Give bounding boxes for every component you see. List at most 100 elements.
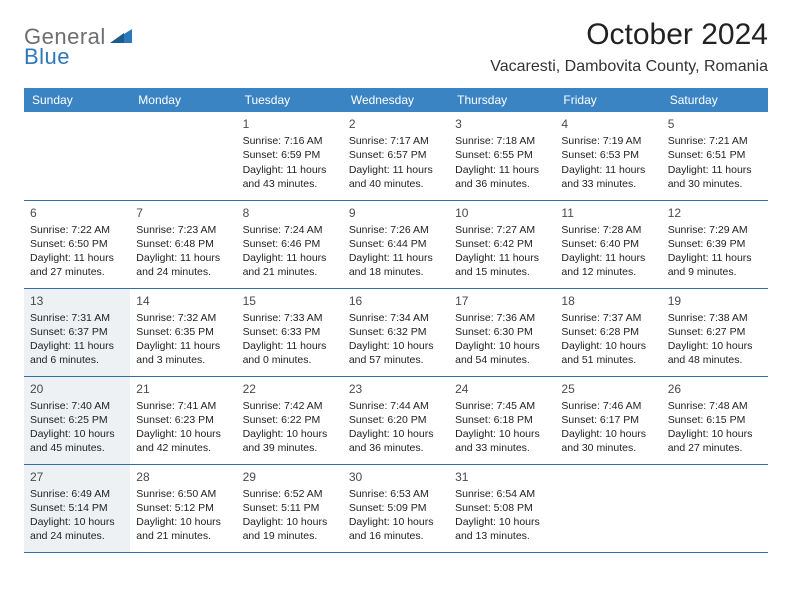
day-cell: 27Sunrise: 6:49 AMSunset: 5:14 PMDayligh… bbox=[24, 464, 130, 552]
day-sunrise: Sunrise: 7:36 AM bbox=[455, 311, 549, 325]
day-cell: 29Sunrise: 6:52 AMSunset: 5:11 PMDayligh… bbox=[237, 464, 343, 552]
day-number: 26 bbox=[668, 381, 762, 397]
day-dl1: Daylight: 10 hours bbox=[455, 339, 549, 353]
day-sunset: Sunset: 6:57 PM bbox=[349, 148, 443, 162]
day-sunrise: Sunrise: 7:21 AM bbox=[668, 134, 762, 148]
day-dl2: and 15 minutes. bbox=[455, 265, 549, 279]
day-sunset: Sunset: 5:09 PM bbox=[349, 501, 443, 515]
location: Vacaresti, Dambovita County, Romania bbox=[490, 58, 768, 76]
day-header: Sunday bbox=[24, 88, 130, 112]
day-dl2: and 9 minutes. bbox=[668, 265, 762, 279]
day-header: Thursday bbox=[449, 88, 555, 112]
day-number: 9 bbox=[349, 205, 443, 221]
day-sunrise: Sunrise: 7:37 AM bbox=[561, 311, 655, 325]
day-number: 24 bbox=[455, 381, 549, 397]
day-sunset: Sunset: 5:11 PM bbox=[243, 501, 337, 515]
day-dl1: Daylight: 10 hours bbox=[349, 339, 443, 353]
day-number: 29 bbox=[243, 469, 337, 485]
day-sunrise: Sunrise: 7:26 AM bbox=[349, 223, 443, 237]
day-number: 4 bbox=[561, 116, 655, 132]
day-dl2: and 33 minutes. bbox=[561, 177, 655, 191]
day-number: 12 bbox=[668, 205, 762, 221]
day-cell: 15Sunrise: 7:33 AMSunset: 6:33 PMDayligh… bbox=[237, 288, 343, 376]
day-sunset: Sunset: 6:46 PM bbox=[243, 237, 337, 251]
day-number: 20 bbox=[30, 381, 124, 397]
day-cell bbox=[24, 112, 130, 200]
day-dl1: Daylight: 11 hours bbox=[561, 251, 655, 265]
day-dl2: and 39 minutes. bbox=[243, 441, 337, 455]
day-header: Friday bbox=[555, 88, 661, 112]
day-sunrise: Sunrise: 7:32 AM bbox=[136, 311, 230, 325]
day-sunset: Sunset: 6:23 PM bbox=[136, 413, 230, 427]
day-sunset: Sunset: 6:53 PM bbox=[561, 148, 655, 162]
day-dl2: and 43 minutes. bbox=[243, 177, 337, 191]
day-dl2: and 3 minutes. bbox=[136, 353, 230, 367]
day-dl1: Daylight: 11 hours bbox=[668, 163, 762, 177]
day-sunset: Sunset: 6:42 PM bbox=[455, 237, 549, 251]
day-dl1: Daylight: 11 hours bbox=[668, 251, 762, 265]
day-cell: 6Sunrise: 7:22 AMSunset: 6:50 PMDaylight… bbox=[24, 200, 130, 288]
day-number: 11 bbox=[561, 205, 655, 221]
day-sunrise: Sunrise: 7:34 AM bbox=[349, 311, 443, 325]
day-sunset: Sunset: 6:51 PM bbox=[668, 148, 762, 162]
day-number: 10 bbox=[455, 205, 549, 221]
day-dl2: and 24 minutes. bbox=[30, 529, 124, 543]
day-cell: 22Sunrise: 7:42 AMSunset: 6:22 PMDayligh… bbox=[237, 376, 343, 464]
day-dl1: Daylight: 10 hours bbox=[30, 427, 124, 441]
day-sunrise: Sunrise: 6:52 AM bbox=[243, 487, 337, 501]
day-dl2: and 51 minutes. bbox=[561, 353, 655, 367]
day-dl2: and 45 minutes. bbox=[30, 441, 124, 455]
calendar-body: 1Sunrise: 7:16 AMSunset: 6:59 PMDaylight… bbox=[24, 112, 768, 552]
day-sunrise: Sunrise: 7:31 AM bbox=[30, 311, 124, 325]
day-sunset: Sunset: 6:30 PM bbox=[455, 325, 549, 339]
day-dl1: Daylight: 11 hours bbox=[349, 163, 443, 177]
day-dl2: and 36 minutes. bbox=[349, 441, 443, 455]
day-cell: 23Sunrise: 7:44 AMSunset: 6:20 PMDayligh… bbox=[343, 376, 449, 464]
day-header-row: Sunday Monday Tuesday Wednesday Thursday… bbox=[24, 88, 768, 112]
day-cell: 18Sunrise: 7:37 AMSunset: 6:28 PMDayligh… bbox=[555, 288, 661, 376]
day-sunrise: Sunrise: 7:33 AM bbox=[243, 311, 337, 325]
day-sunset: Sunset: 6:20 PM bbox=[349, 413, 443, 427]
day-dl1: Daylight: 11 hours bbox=[30, 251, 124, 265]
day-sunset: Sunset: 6:15 PM bbox=[668, 413, 762, 427]
day-dl1: Daylight: 11 hours bbox=[349, 251, 443, 265]
header: General October 2024 Vacaresti, Dambovit… bbox=[24, 18, 768, 76]
day-dl2: and 19 minutes. bbox=[243, 529, 337, 543]
day-dl2: and 57 minutes. bbox=[349, 353, 443, 367]
day-sunrise: Sunrise: 7:42 AM bbox=[243, 399, 337, 413]
week-row: 6Sunrise: 7:22 AMSunset: 6:50 PMDaylight… bbox=[24, 200, 768, 288]
day-sunrise: Sunrise: 7:40 AM bbox=[30, 399, 124, 413]
day-cell: 5 Sunrise: 7:21 AMSunset: 6:51 PMDaylight… bbox=[662, 112, 768, 200]
day-cell: 16Sunrise: 7:34 AMSunset: 6:32 PMDayligh… bbox=[343, 288, 449, 376]
day-cell: 12Sunrise: 7:29 AMSunset: 6:39 PMDayligh… bbox=[662, 200, 768, 288]
day-dl2: and 21 minutes. bbox=[243, 265, 337, 279]
day-number: 5 bbox=[668, 116, 762, 132]
calendar-table: Sunday Monday Tuesday Wednesday Thursday… bbox=[24, 88, 768, 553]
day-number: 28 bbox=[136, 469, 230, 485]
day-cell: 10Sunrise: 7:27 AMSunset: 6:42 PMDayligh… bbox=[449, 200, 555, 288]
day-dl2: and 13 minutes. bbox=[455, 529, 549, 543]
day-sunrise: Sunrise: 7:45 AM bbox=[455, 399, 549, 413]
day-sunset: Sunset: 6:28 PM bbox=[561, 325, 655, 339]
logo-text-blue: Blue bbox=[24, 44, 70, 69]
day-number: 15 bbox=[243, 293, 337, 309]
day-number: 1 bbox=[243, 116, 337, 132]
day-number: 25 bbox=[561, 381, 655, 397]
day-sunrise: Sunrise: 7:16 AM bbox=[243, 134, 337, 148]
day-dl2: and 30 minutes. bbox=[668, 177, 762, 191]
day-dl1: Daylight: 11 hours bbox=[243, 251, 337, 265]
day-dl1: Daylight: 10 hours bbox=[561, 339, 655, 353]
day-dl1: Daylight: 11 hours bbox=[455, 163, 549, 177]
day-dl1: Daylight: 11 hours bbox=[455, 251, 549, 265]
day-dl2: and 42 minutes. bbox=[136, 441, 230, 455]
day-dl2: and 54 minutes. bbox=[455, 353, 549, 367]
day-dl2: and 27 minutes. bbox=[30, 265, 124, 279]
day-dl2: and 6 minutes. bbox=[30, 353, 124, 367]
day-number: 30 bbox=[349, 469, 443, 485]
day-number: 8 bbox=[243, 205, 337, 221]
day-sunrise: Sunrise: 6:50 AM bbox=[136, 487, 230, 501]
day-sunset: Sunset: 6:48 PM bbox=[136, 237, 230, 251]
day-number: 22 bbox=[243, 381, 337, 397]
day-dl1: Daylight: 10 hours bbox=[349, 515, 443, 529]
day-sunrise: Sunrise: 7:46 AM bbox=[561, 399, 655, 413]
